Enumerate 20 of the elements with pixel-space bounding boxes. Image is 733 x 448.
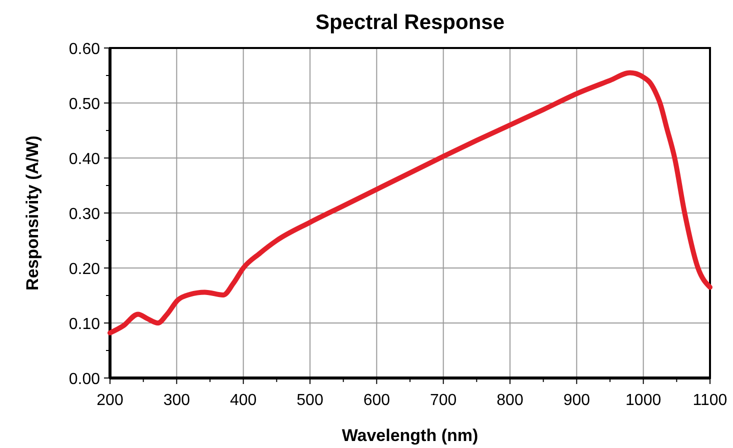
x-tick-label: 900 xyxy=(563,392,590,409)
y-tick-label: 0.10 xyxy=(68,316,100,333)
x-tick-label: 700 xyxy=(430,392,457,409)
x-axis-title: Wavelength (nm) xyxy=(342,426,478,445)
y-tick-label: 0.50 xyxy=(68,96,100,113)
x-tick-label: 800 xyxy=(496,392,524,409)
y-tick-label: 0.60 xyxy=(68,41,100,58)
y-tick-label: 0.40 xyxy=(68,151,100,168)
x-tick-label: 1000 xyxy=(626,392,662,409)
chart-title: Spectral Response xyxy=(315,11,505,34)
y-tick-label: 0.20 xyxy=(68,261,100,278)
x-tick-label: 200 xyxy=(96,392,124,409)
y-tick-label: 0.30 xyxy=(68,206,100,223)
x-tick-label: 500 xyxy=(296,392,324,409)
y-axis-title: Responsivity (A/W) xyxy=(23,136,42,290)
x-tick-label: 400 xyxy=(230,392,257,409)
x-tick-label: 600 xyxy=(363,392,390,409)
x-tick-label: 1100 xyxy=(692,392,728,409)
x-tick-label: 300 xyxy=(163,392,190,409)
y-tick-label: 0.00 xyxy=(68,371,100,388)
